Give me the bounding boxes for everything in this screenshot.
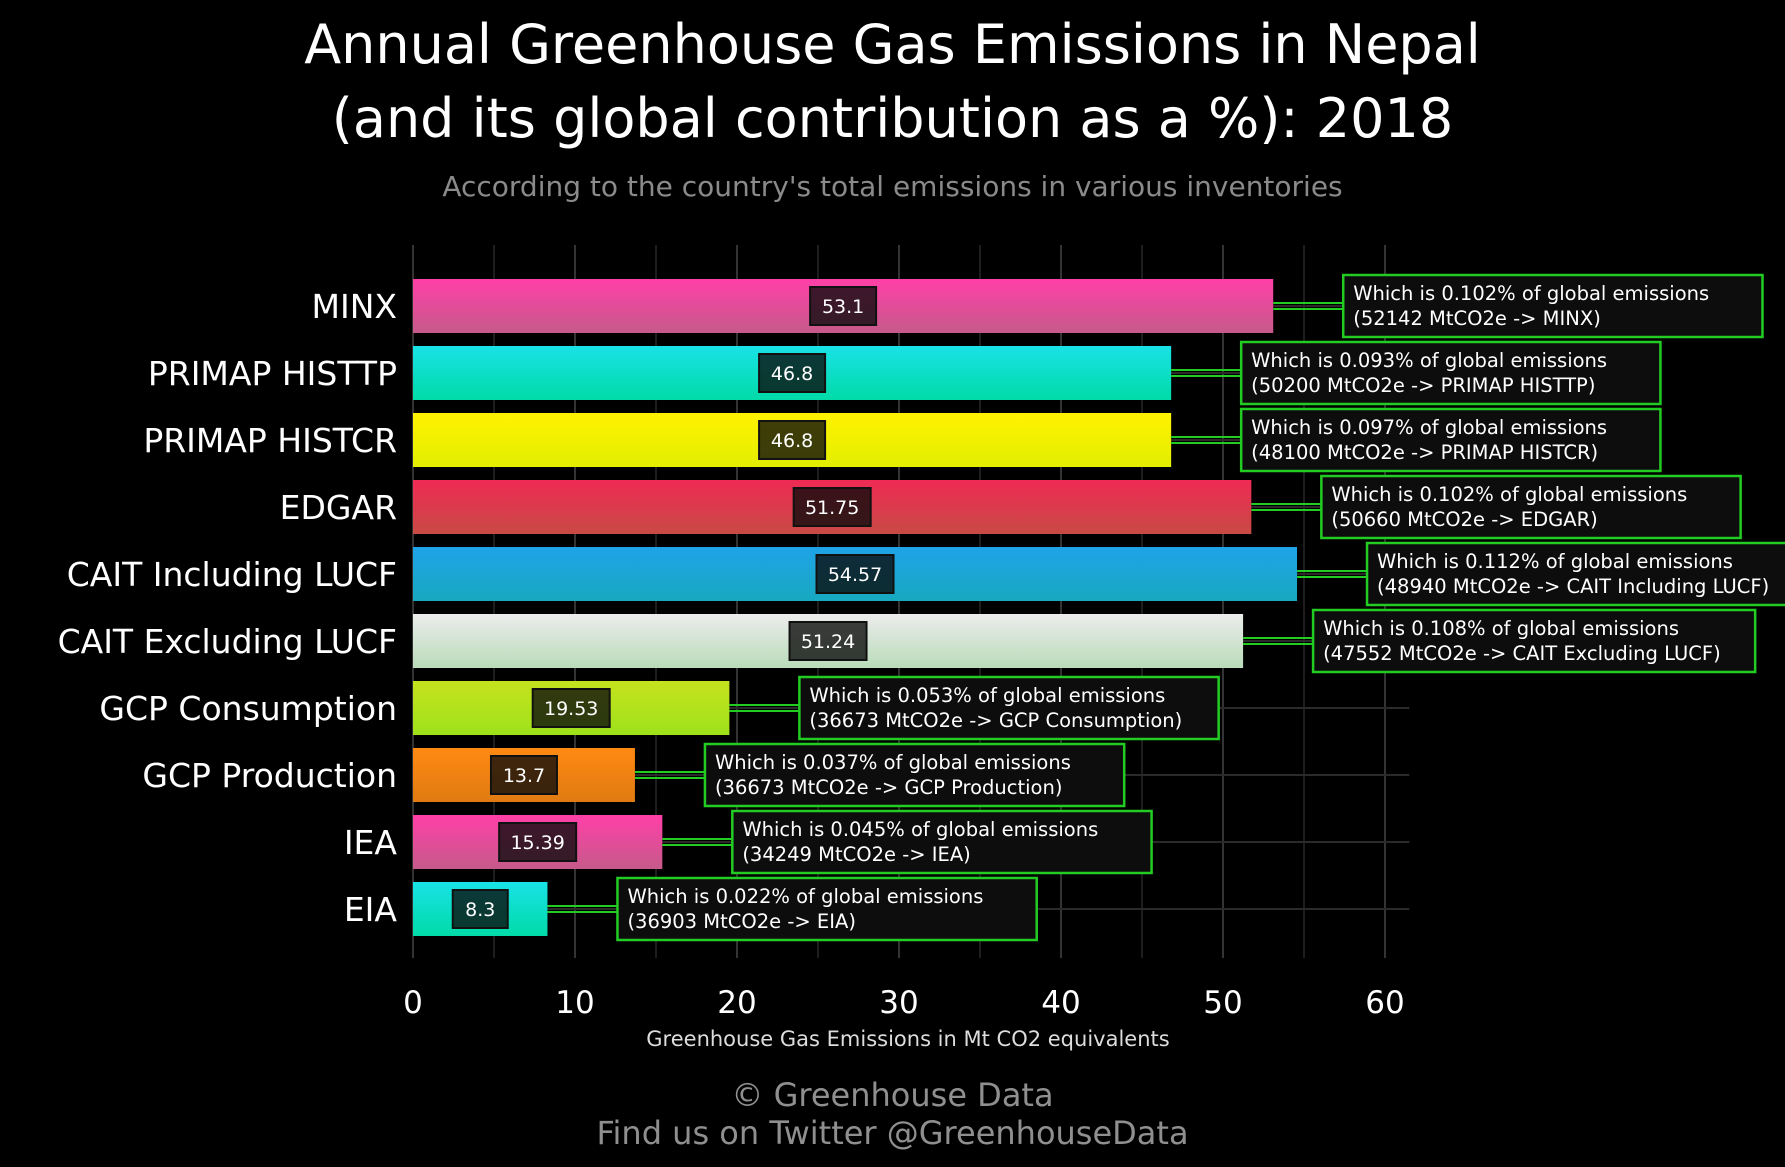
- category-label: CAIT Including LUCF: [67, 555, 397, 594]
- x-tick-label: 10: [555, 985, 594, 1021]
- annotation-line1: Which is 0.108% of global emissions: [1323, 617, 1679, 640]
- chart-subtitle: According to the country's total emissio…: [442, 170, 1343, 203]
- x-axis: 0 10 20 30 40 50 60 Greenhouse Gas Emissions in…: [403, 985, 1405, 1051]
- value-label: 46.8: [771, 430, 813, 452]
- value-label: 53.1: [822, 296, 864, 318]
- category-label: EDGAR: [280, 488, 397, 527]
- x-tick-label: 0: [403, 985, 423, 1021]
- annotation-line2: (50660 MtCO2e -> EDGAR): [1331, 508, 1597, 531]
- x-axis-label: Greenhouse Gas Emissions in Mt CO2 equiv…: [646, 1027, 1169, 1051]
- twitter-text: Find us on Twitter @GreenhouseData: [596, 1114, 1189, 1152]
- value-label-box: [815, 554, 895, 594]
- value-label: 51.24: [801, 631, 855, 653]
- annotation-line1: Which is 0.102% of global emissions: [1353, 282, 1709, 305]
- annotations: Which is 0.102% of global emissions(5214…: [616, 273, 1785, 942]
- annotation-line2: (34249 MtCO2e -> IEA): [742, 843, 970, 866]
- annotation-line1: Which is 0.097% of global emissions: [1251, 416, 1607, 439]
- x-tick-label: 20: [717, 985, 756, 1021]
- value-label-box: [498, 822, 578, 862]
- category-label: PRIMAP HISTTP: [148, 354, 397, 393]
- category-label: MINX: [312, 287, 398, 326]
- annotation-line2: (50200 MtCO2e -> PRIMAP HISTTP): [1251, 374, 1595, 397]
- x-tick-label: 40: [1041, 985, 1080, 1021]
- annotation-line2: (48940 MtCO2e -> CAIT Including LUCF): [1377, 575, 1769, 598]
- value-label: 19.53: [544, 698, 598, 720]
- value-label-box: [758, 353, 827, 393]
- value-label-box: [451, 889, 509, 929]
- annotation-line2: (36673 MtCO2e -> GCP Consumption): [809, 709, 1182, 732]
- annotation-line1: Which is 0.045% of global emissions: [742, 818, 1098, 841]
- bars: 53.1 46.8 46.8 51.75 54.57 51.24 19.53 13.7 15.3…: [413, 279, 1298, 936]
- value-label-box: [758, 420, 827, 460]
- value-label: 54.57: [828, 564, 882, 586]
- annotation-box: [703, 742, 1126, 808]
- value-label-box: [809, 286, 878, 326]
- category-label: EIA: [344, 890, 398, 929]
- annotation-line1: Which is 0.093% of global emissions: [1251, 349, 1607, 372]
- annotation-line1: Which is 0.053% of global emissions: [809, 684, 1165, 707]
- annotation-line1: Which is 0.037% of global emissions: [715, 751, 1071, 774]
- annotation-line1: Which is 0.112% of global emissions: [1377, 550, 1733, 573]
- footer: © Greenhouse Data Find us on Twitter @Gr…: [0, 1076, 1785, 1152]
- category-label: GCP Consumption: [99, 689, 397, 728]
- annotation-box: [798, 675, 1220, 741]
- annotation-line2: (36673 MtCO2e -> GCP Production): [715, 776, 1062, 799]
- value-label-box: [788, 621, 868, 661]
- annotation-line2: (47552 MtCO2e -> CAIT Excluding LUCF): [1323, 642, 1721, 665]
- copyright-text: © Greenhouse Data: [731, 1076, 1054, 1114]
- value-label-box: [792, 487, 872, 527]
- x-tick-label: 50: [1203, 985, 1242, 1021]
- x-tick-label: 60: [1365, 985, 1404, 1021]
- value-label: 8.3: [465, 899, 495, 921]
- annotation-line2: (48100 MtCO2e -> PRIMAP HISTCR): [1251, 441, 1598, 464]
- annotation-box: [1365, 541, 1785, 607]
- category-labels: MINX PRIMAP HISTTP PRIMAP HISTCR EDGAR CAIT …: [58, 287, 398, 929]
- annotation-connectors: [547, 302, 1368, 913]
- annotation-line1: Which is 0.022% of global emissions: [627, 885, 983, 908]
- category-label: PRIMAP HISTCR: [143, 421, 397, 460]
- chart-title: Annual Greenhouse Gas Emissions in Nepal…: [0, 8, 1785, 156]
- annotation-box: [1311, 608, 1757, 674]
- value-label: 13.7: [503, 765, 545, 787]
- annotation-box: [1239, 407, 1662, 473]
- annotation-box: [1341, 273, 1764, 339]
- annotation-box: [1320, 474, 1742, 540]
- value-label: 15.39: [510, 832, 564, 854]
- value-label-box: [531, 688, 611, 728]
- value-label: 46.8: [771, 363, 813, 385]
- chart-title-line1: Annual Greenhouse Gas Emissions in Nepal: [304, 13, 1481, 76]
- value-label-box: [489, 755, 558, 795]
- chart-title-line2: (and its global contribution as a %): 20…: [331, 87, 1454, 150]
- annotation-box: [731, 809, 1153, 875]
- category-label: GCP Production: [142, 756, 397, 795]
- category-label: IEA: [344, 823, 398, 862]
- annotation-line2: (36903 MtCO2e -> EIA): [627, 910, 855, 933]
- annotation-line1: Which is 0.102% of global emissions: [1331, 483, 1687, 506]
- x-tick-label: 30: [879, 985, 918, 1021]
- value-label: 51.75: [805, 497, 859, 519]
- category-label: CAIT Excluding LUCF: [58, 622, 397, 661]
- annotation-line2: (52142 MtCO2e -> MINX): [1353, 307, 1601, 330]
- annotation-box: [616, 876, 1038, 942]
- annotation-box: [1239, 340, 1662, 406]
